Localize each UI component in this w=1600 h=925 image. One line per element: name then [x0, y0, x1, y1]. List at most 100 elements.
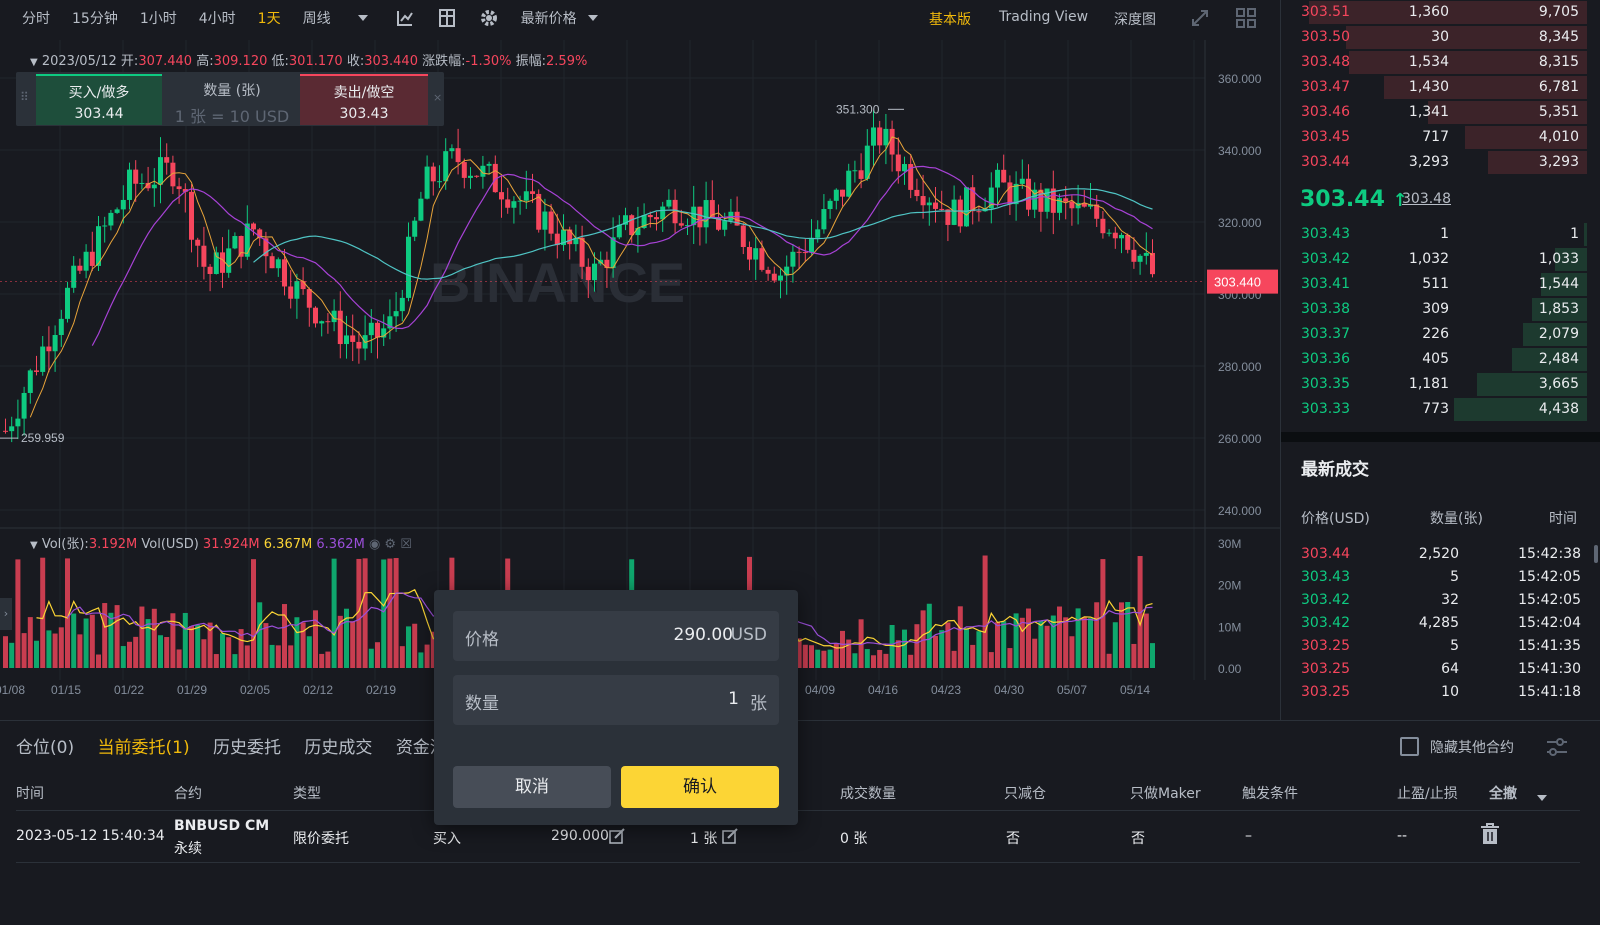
view-depth[interactable]: 深度图	[1114, 12, 1156, 28]
grid-icon[interactable]	[1236, 8, 1256, 32]
price-field-value[interactable]: 290.00	[673, 625, 733, 645]
qty-field-label: 数量	[465, 694, 499, 714]
cancel-button[interactable]: 取消	[453, 766, 611, 808]
mark-price[interactable]: 303.48	[1402, 191, 1451, 207]
candle-body	[753, 248, 759, 260]
trade-qty: 10	[1441, 684, 1459, 700]
chevron-down-icon[interactable]	[1536, 787, 1548, 806]
candle-body	[319, 321, 325, 324]
bid-row[interactable]: 303.43 1 1	[1281, 222, 1587, 247]
candle-body	[771, 273, 777, 281]
ask-row[interactable]: 303.46 1,341 5,351	[1281, 100, 1587, 125]
confirm-button[interactable]: 确认	[621, 766, 779, 808]
volume-bar	[914, 624, 920, 668]
cancel-all-button[interactable]: 全撤	[1489, 786, 1517, 802]
price-type-select[interactable]: 最新价格	[520, 11, 577, 27]
candle-body	[480, 165, 486, 177]
ask-row[interactable]: 303.47 1,430 6,781	[1281, 75, 1587, 100]
filter-icon[interactable]	[1546, 737, 1568, 761]
volume-bar	[145, 619, 151, 668]
volume-bar	[133, 636, 139, 668]
quick-sell-button[interactable]: 卖出/做空 303.43	[300, 74, 428, 125]
ask-price: 303.45	[1301, 129, 1350, 145]
quick-buy-button[interactable]: 买入/做多 303.44	[36, 74, 162, 125]
chevron-down-icon[interactable]	[583, 8, 603, 28]
candle-body	[1050, 188, 1056, 213]
tab-trade-history[interactable]: 历史成交	[304, 738, 373, 758]
ask-row[interactable]: 303.45 717 4,010	[1281, 125, 1587, 150]
trash-icon[interactable]	[1480, 823, 1500, 849]
timeframe-tab[interactable]: 4小时	[198, 11, 236, 27]
hide-other-label: 隐藏其他合约	[1430, 740, 1514, 756]
tab-open-orders[interactable]: 当前委托(1)	[97, 738, 190, 758]
bid-qty: 226	[1422, 326, 1449, 342]
timeframe-tab-active[interactable]: 1天	[257, 11, 281, 27]
volume-bar	[430, 631, 436, 668]
trade-time: 15:41:18	[1518, 684, 1581, 700]
volume-bar	[889, 625, 895, 668]
view-tradingview[interactable]: Trading View	[999, 9, 1089, 25]
chevron-down-icon[interactable]	[353, 8, 373, 28]
timeframe-tab[interactable]: 分时	[22, 11, 50, 27]
volume-bar	[1001, 621, 1007, 668]
tab-order-history[interactable]: 历史委托	[213, 738, 281, 758]
candle-body	[964, 187, 969, 227]
price-field[interactable]: 价格 290.00 USD	[453, 611, 779, 661]
expand-sidebar-icon[interactable]: ›	[0, 598, 12, 630]
ask-row[interactable]: 303.50 30 8,345	[1281, 25, 1587, 50]
candle-body	[263, 238, 269, 257]
candle-body	[579, 237, 585, 267]
bid-row[interactable]: 303.37 226 2,079	[1281, 322, 1587, 347]
edit-qty-icon[interactable]	[722, 828, 738, 848]
tab-positions[interactable]: 仓位(0)	[16, 738, 75, 758]
view-basic[interactable]: 基本版	[929, 12, 971, 28]
bid-row[interactable]: 303.33 773 4,438	[1281, 397, 1587, 422]
candle-body	[641, 215, 647, 228]
qty-field[interactable]: 数量 1 张	[453, 675, 779, 725]
ohlc-header: ▼ 2023/05/12 开:307.440 高:309.120 低:301.1…	[30, 50, 587, 69]
hide-other-checkbox[interactable]	[1400, 737, 1419, 756]
gear-icon[interactable]	[479, 8, 499, 28]
candle-body	[933, 202, 938, 209]
volume-bar	[1143, 613, 1149, 668]
eye-icon[interactable]: ◉	[368, 537, 381, 552]
indicator-icon[interactable]	[395, 8, 415, 28]
col-symbol: 合约	[174, 786, 202, 802]
candle-body	[573, 237, 579, 245]
ask-row[interactable]: 303.48 1,534 8,315	[1281, 50, 1587, 75]
collapse-icon[interactable]: ▼	[30, 540, 38, 551]
layout-icon[interactable]	[437, 8, 457, 28]
volume-bar	[158, 635, 163, 668]
volume-bar	[331, 558, 337, 668]
candle-body	[424, 166, 430, 199]
ask-row[interactable]: 303.51 1,360 9,705	[1281, 0, 1587, 25]
bid-row[interactable]: 303.41 511 1,544	[1281, 272, 1587, 297]
timeframe-tab[interactable]: 15分钟	[72, 11, 118, 27]
ask-row[interactable]: 303.44 3,293 3,293	[1281, 150, 1587, 175]
scrollbar[interactable]	[1594, 545, 1598, 563]
bid-row[interactable]: 303.35 1,181 3,665	[1281, 372, 1587, 397]
timeframe-tab[interactable]: 周线	[302, 11, 331, 27]
fullscreen-icon[interactable]	[1190, 8, 1210, 32]
close-icon[interactable]: ×	[433, 91, 443, 104]
edit-price-icon[interactable]	[609, 828, 625, 848]
drag-handle-icon[interactable]: ⠿	[20, 90, 29, 104]
volume-bar	[213, 654, 219, 668]
bid-row[interactable]: 303.38 309 1,853	[1281, 297, 1587, 322]
candle-body	[536, 193, 542, 230]
candle-body	[1137, 255, 1143, 262]
collapse-icon[interactable]: ▼	[30, 57, 38, 68]
recent-trades-title: 最新成交	[1301, 460, 1369, 480]
qty-field-value[interactable]: 1	[728, 689, 739, 709]
bid-row[interactable]: 303.42 1,032 1,033	[1281, 247, 1587, 272]
quick-qty-field[interactable]: 数量 (张) 1 张 = 10 USD	[168, 74, 296, 126]
bid-row[interactable]: 303.36 405 2,484	[1281, 347, 1587, 372]
close-icon[interactable]: ☒	[400, 537, 412, 552]
timeframe-tab[interactable]: 1小时	[139, 11, 177, 27]
candle-body	[678, 223, 684, 226]
trade-row: 303.43 5 15:42:05	[1301, 569, 1581, 592]
volume-bar	[1150, 643, 1155, 668]
settings-icon[interactable]: ⚙	[384, 537, 397, 552]
order-tpsl: --	[1397, 828, 1408, 844]
order-symbol[interactable]: BNBUSD CM	[174, 818, 270, 834]
